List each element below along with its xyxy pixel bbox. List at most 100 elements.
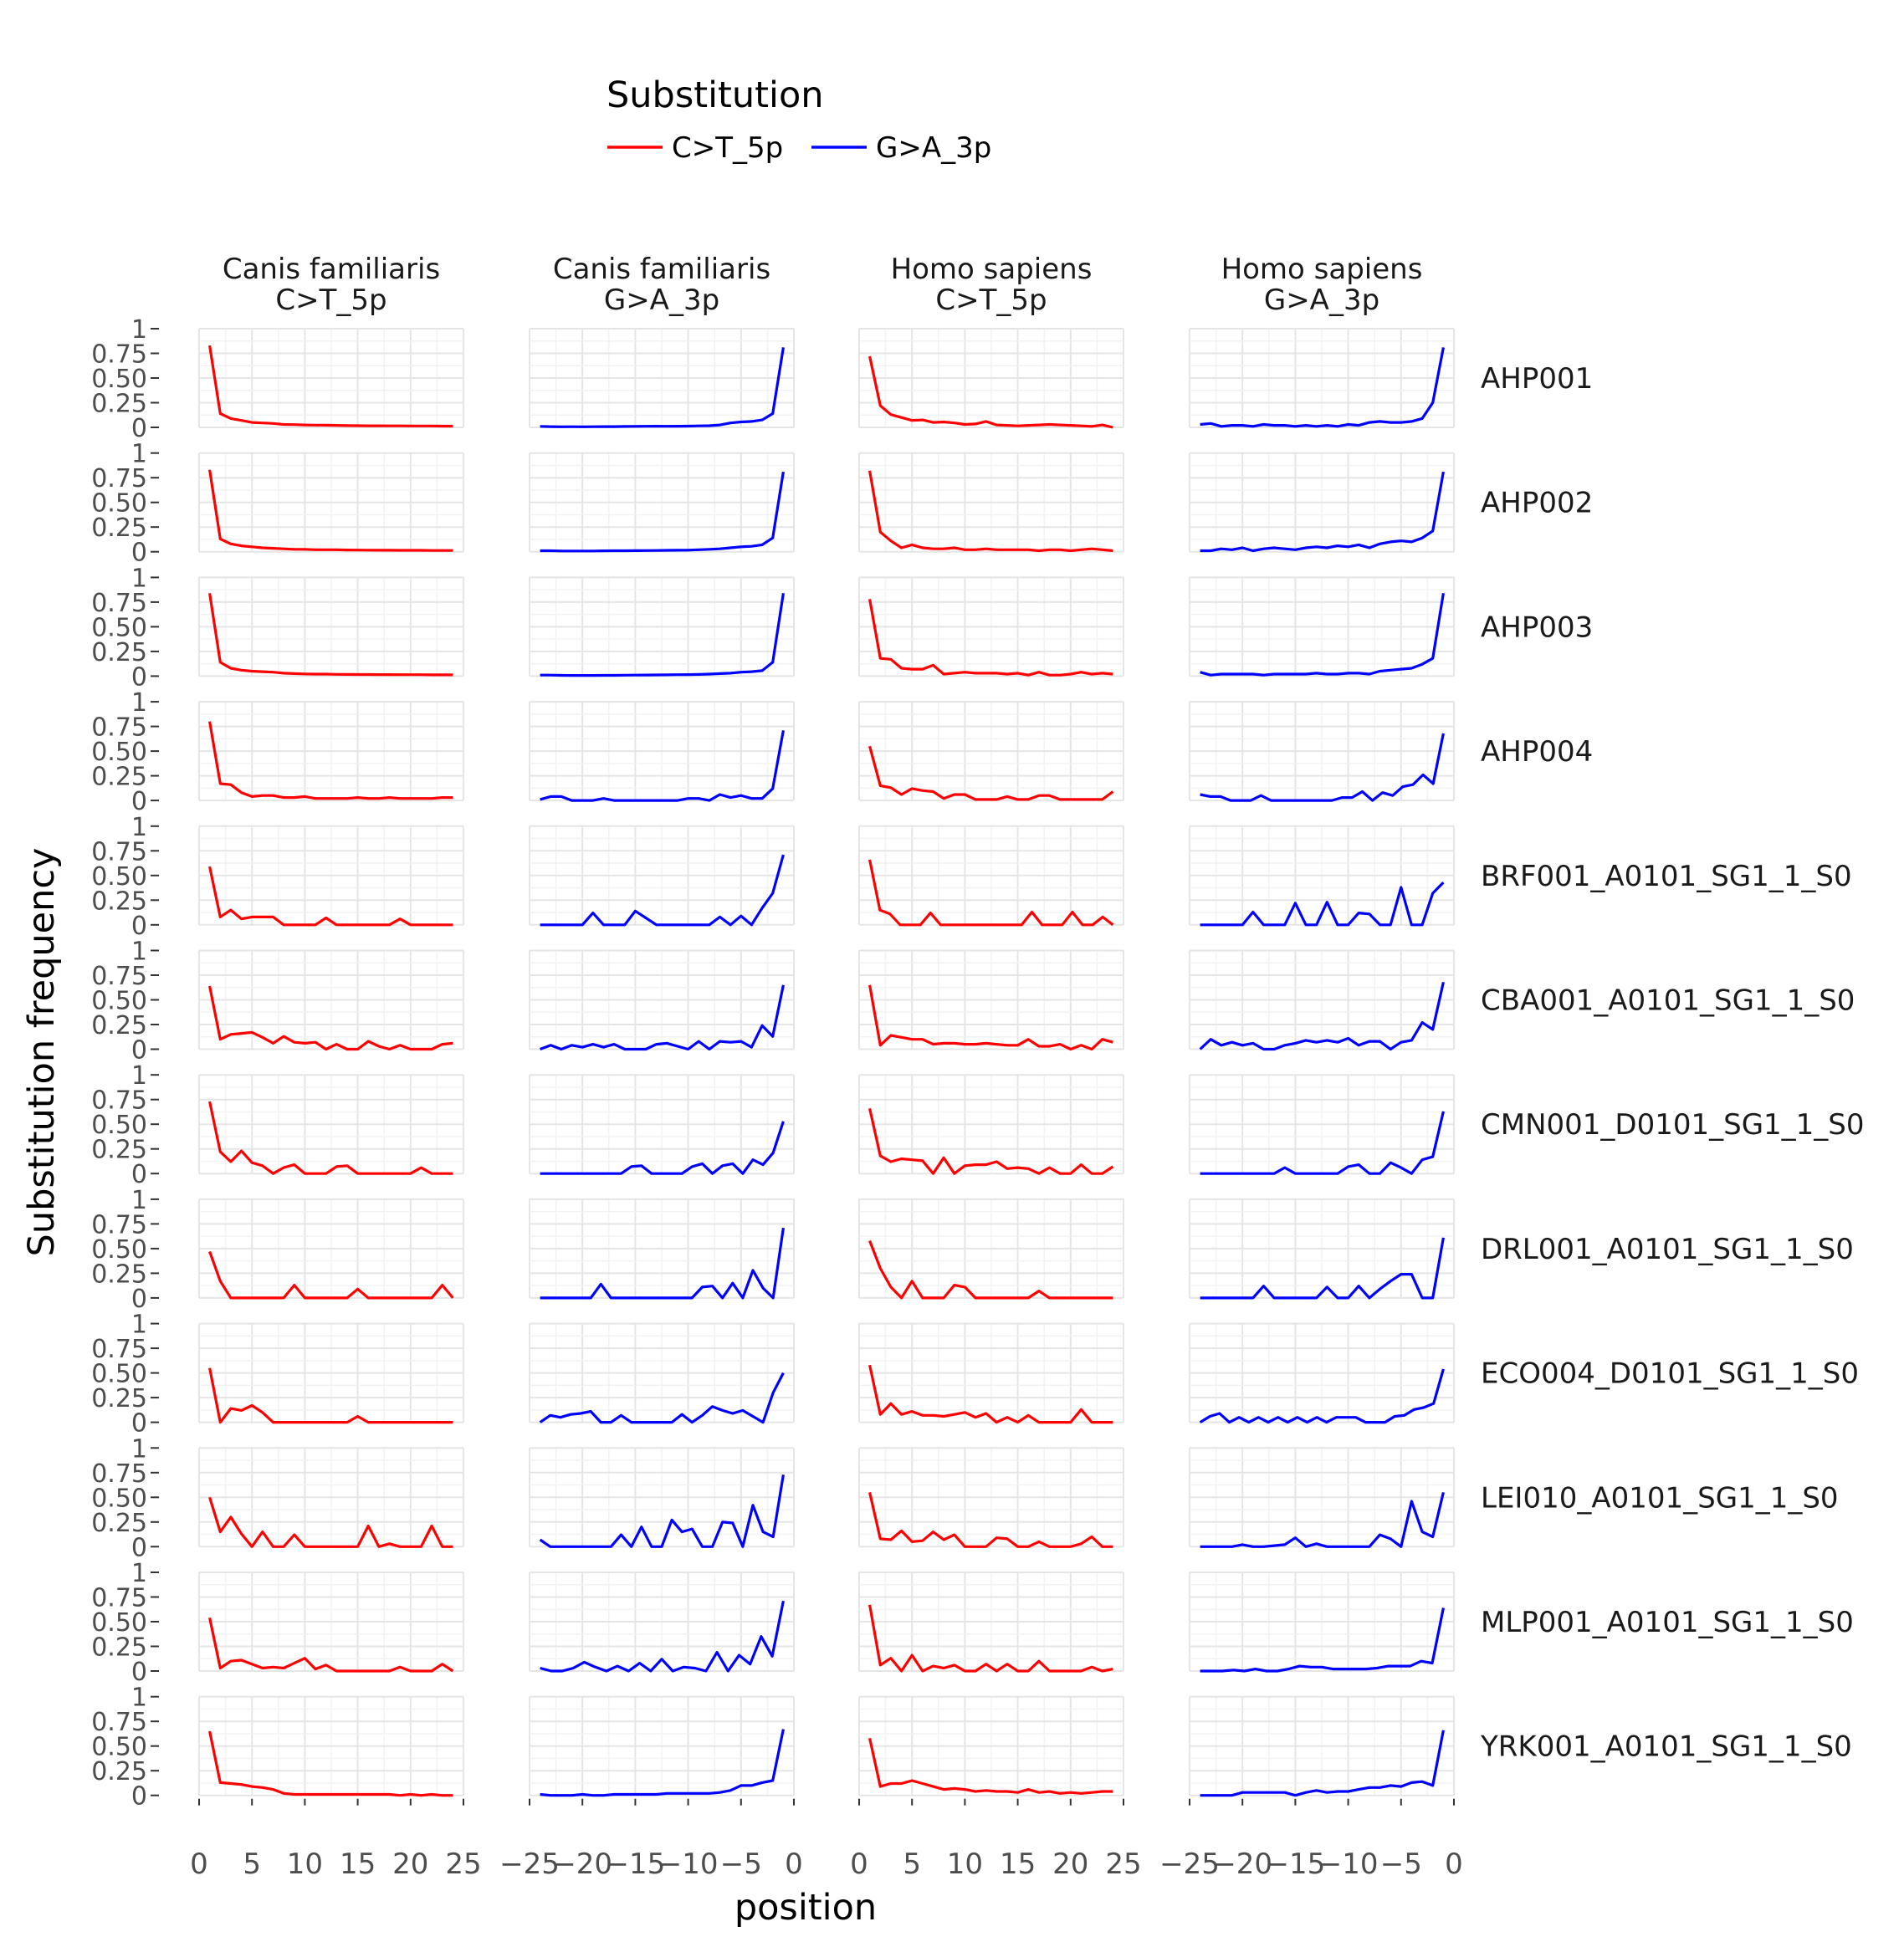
facet-panel bbox=[198, 1074, 464, 1175]
legend: Substitution C>T_5p G>A_3p bbox=[607, 74, 991, 165]
series-line-CT_5p bbox=[868, 859, 1114, 927]
strip-label-substitution: C>T_5p bbox=[275, 284, 386, 317]
facet-panel bbox=[529, 452, 795, 553]
y-tick-label: 0 bbox=[131, 414, 147, 443]
series-line-CT_5p bbox=[868, 1107, 1114, 1175]
y-tick-label: 0 bbox=[131, 787, 147, 816]
series-line-GA_3p bbox=[540, 1600, 785, 1673]
series-line-CT_5p bbox=[208, 345, 453, 428]
y-tick-label: 0.25 bbox=[91, 514, 147, 543]
strip-label-substitution: G>A_3p bbox=[1264, 284, 1379, 317]
series-line-GA_3p bbox=[540, 1227, 785, 1300]
y-tick-label: 0.25 bbox=[91, 1136, 147, 1165]
y-tick-label: 0.75 bbox=[91, 1335, 147, 1364]
y-tick-label: 0.25 bbox=[91, 638, 147, 667]
facet-panel bbox=[529, 1074, 795, 1175]
y-tick-label: 1 bbox=[131, 1434, 147, 1464]
y-tick-label: 0.50 bbox=[91, 862, 147, 892]
series-line-GA_3p bbox=[1200, 1492, 1445, 1548]
y-tick-label: 0.50 bbox=[91, 1111, 147, 1140]
facet-panel bbox=[1189, 452, 1455, 553]
x-tick-label: −20 bbox=[552, 1847, 612, 1881]
y-tick-label: 1 bbox=[131, 315, 147, 345]
strip-label-species: Canis familiaris bbox=[223, 253, 440, 286]
facet-panel bbox=[858, 1447, 1124, 1548]
x-tick-label: 15 bbox=[340, 1847, 376, 1881]
y-tick-label: 0.75 bbox=[91, 1210, 147, 1239]
facet-panel bbox=[529, 701, 795, 802]
y-tick-label: 1 bbox=[131, 1311, 147, 1340]
series-line-GA_3p bbox=[540, 1729, 785, 1797]
facet-panel bbox=[858, 1322, 1124, 1424]
x-tick-label: 15 bbox=[1000, 1847, 1036, 1881]
facet-panel bbox=[198, 576, 464, 677]
series-line-GA_3p bbox=[1200, 1607, 1445, 1673]
series-line-GA_3p bbox=[1200, 733, 1445, 802]
facet-panel bbox=[1189, 328, 1455, 428]
y-tick-label: 1 bbox=[131, 1684, 147, 1713]
series-line-GA_3p bbox=[540, 471, 785, 553]
series-line-GA_3p bbox=[540, 984, 785, 1051]
y-tick-label: 0.75 bbox=[91, 340, 147, 370]
series-line-CT_5p bbox=[868, 1492, 1113, 1548]
facet-panel bbox=[198, 1571, 464, 1673]
series-line-CT_5p bbox=[208, 469, 453, 552]
facet-panel bbox=[529, 1571, 795, 1673]
y-tick-label: 0.75 bbox=[91, 1086, 147, 1116]
facet-panel bbox=[529, 1447, 795, 1548]
y-tick-label: 0.75 bbox=[91, 1459, 147, 1489]
series-line-CT_5p bbox=[868, 745, 1114, 801]
series-line-CT_5p bbox=[208, 1250, 454, 1300]
series-line-CT_5p bbox=[868, 1604, 1113, 1673]
series-line-CT_5p bbox=[868, 1737, 1113, 1795]
y-tick-label: 0 bbox=[131, 1782, 147, 1812]
series-line-CT_5p bbox=[868, 599, 1113, 677]
facet-panel bbox=[858, 1695, 1124, 1796]
y-tick-label: 1 bbox=[131, 813, 147, 842]
series-line-CT_5p bbox=[208, 1367, 453, 1424]
y-tick-label: 0.50 bbox=[91, 987, 147, 1016]
series-line-CT_5p bbox=[868, 1239, 1113, 1300]
legend-title: Substitution bbox=[607, 74, 824, 116]
y-tick-label: 0.50 bbox=[91, 1733, 147, 1762]
facet-panel bbox=[529, 1322, 795, 1424]
x-tick-label: 0 bbox=[785, 1847, 803, 1881]
facet-panel bbox=[198, 1447, 464, 1548]
row-label: ECO004_D0101_SG1_1_S0 bbox=[1481, 1357, 1859, 1391]
facet-panel bbox=[858, 1074, 1124, 1175]
facet-panel bbox=[529, 1198, 795, 1300]
series-line-CT_5p bbox=[208, 593, 453, 677]
x-tick-label: −15 bbox=[606, 1847, 666, 1881]
x-tick-label: 25 bbox=[1105, 1847, 1141, 1881]
legend-label-ct: C>T_5p bbox=[672, 131, 783, 165]
series-line-GA_3p bbox=[1200, 1730, 1445, 1797]
y-tick-label: 1 bbox=[131, 1559, 147, 1588]
y-tick-label: 0.75 bbox=[91, 464, 147, 493]
series-line-GA_3p bbox=[540, 593, 785, 677]
series-line-CT_5p bbox=[208, 1617, 454, 1673]
series-line-CT_5p bbox=[208, 721, 453, 800]
facet-panel bbox=[1189, 825, 1455, 927]
y-tick-label: 0 bbox=[131, 1285, 147, 1314]
series-line-GA_3p bbox=[1200, 1111, 1445, 1175]
row-label: LEI010_A0101_SG1_1_S0 bbox=[1481, 1481, 1839, 1515]
y-tick-label: 0.75 bbox=[91, 1584, 147, 1613]
row-label: BRF001_A0101_SG1_1_S0 bbox=[1481, 860, 1852, 893]
facet-panel bbox=[529, 576, 795, 677]
y-tick-label: 0.75 bbox=[91, 1708, 147, 1737]
facet-panel bbox=[1189, 701, 1455, 802]
y-tick-label: 1 bbox=[131, 688, 147, 718]
facet-panel bbox=[1189, 1695, 1455, 1797]
series-line-GA_3p bbox=[539, 1372, 785, 1424]
facet-panel bbox=[858, 328, 1124, 429]
y-tick-label: 1 bbox=[131, 440, 147, 469]
x-tick-label: −25 bbox=[1159, 1847, 1220, 1881]
series-line-CT_5p bbox=[208, 1730, 453, 1797]
facet-panel bbox=[529, 1695, 795, 1797]
y-tick-label: 0 bbox=[131, 662, 147, 692]
series-line-GA_3p bbox=[540, 854, 785, 927]
facet-panel bbox=[198, 1322, 464, 1424]
x-tick-label: −25 bbox=[499, 1847, 560, 1881]
y-tick-label: 1 bbox=[131, 938, 147, 967]
